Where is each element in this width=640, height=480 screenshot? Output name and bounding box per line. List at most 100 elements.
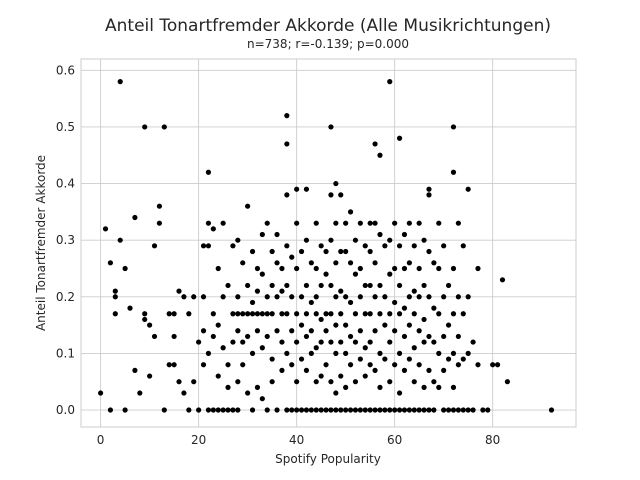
- data-point: [294, 379, 300, 385]
- data-point: [112, 288, 118, 294]
- data-point: [323, 407, 329, 413]
- data-point: [436, 265, 442, 272]
- data-point: [411, 288, 417, 294]
- data-point: [318, 407, 324, 413]
- data-point: [259, 311, 265, 317]
- data-point: [411, 311, 417, 317]
- data-point: [450, 384, 457, 390]
- data-point: [112, 294, 118, 300]
- data-point: [264, 333, 270, 340]
- data-point: [406, 407, 412, 413]
- data-point: [200, 328, 207, 334]
- y-tick-label: 0.4: [56, 177, 75, 191]
- data-point: [254, 288, 261, 294]
- data-point: [382, 243, 388, 249]
- data-point: [289, 362, 295, 368]
- data-point: [274, 260, 280, 266]
- data-point: [372, 328, 378, 334]
- data-point: [318, 243, 324, 249]
- data-point: [284, 141, 290, 147]
- data-points: [98, 79, 555, 413]
- data-point: [215, 373, 221, 379]
- data-point: [343, 407, 349, 413]
- data-point: [406, 356, 412, 362]
- data-point: [347, 333, 354, 340]
- data-point: [200, 362, 207, 368]
- data-point: [156, 203, 163, 209]
- data-point: [352, 407, 359, 413]
- data-point: [328, 237, 334, 243]
- data-point: [225, 282, 231, 289]
- data-point: [377, 350, 383, 356]
- data-point: [308, 350, 314, 356]
- data-point: [372, 220, 378, 226]
- data-point: [225, 407, 231, 413]
- data-point: [171, 333, 177, 340]
- data-point: [387, 311, 393, 317]
- data-point: [210, 311, 216, 317]
- data-point: [200, 294, 207, 300]
- data-point: [401, 333, 408, 340]
- data-point: [171, 311, 177, 317]
- data-point: [186, 407, 192, 413]
- data-point: [396, 407, 403, 413]
- data-point: [416, 407, 422, 413]
- data-point: [289, 407, 295, 413]
- data-point: [235, 328, 241, 334]
- x-tick-label: 80: [485, 433, 500, 447]
- data-point: [210, 407, 216, 413]
- data-point: [445, 282, 452, 289]
- data-point: [396, 282, 403, 289]
- data-point: [465, 407, 471, 413]
- data-point: [387, 237, 393, 243]
- data-point: [441, 243, 447, 249]
- data-point: [411, 407, 417, 413]
- data-point: [269, 311, 275, 317]
- data-point: [303, 311, 310, 317]
- data-point: [460, 356, 466, 362]
- y-tick-label: 0.2: [56, 290, 75, 304]
- data-point: [499, 277, 506, 283]
- data-point: [122, 407, 128, 413]
- data-point: [357, 356, 363, 362]
- data-point: [450, 169, 457, 175]
- data-point: [426, 294, 432, 300]
- data-point: [357, 294, 363, 300]
- data-point: [333, 220, 339, 226]
- data-point: [387, 407, 393, 413]
- data-point: [347, 407, 354, 413]
- data-point: [352, 271, 359, 277]
- x-tick-label: 20: [191, 433, 206, 447]
- data-point: [416, 265, 422, 272]
- data-point: [254, 384, 261, 390]
- data-point: [313, 379, 319, 385]
- data-point: [313, 220, 319, 226]
- data-point: [318, 373, 324, 379]
- data-point: [333, 350, 339, 356]
- data-point: [460, 407, 466, 413]
- data-point: [313, 407, 319, 413]
- data-point: [470, 339, 476, 345]
- data-point: [225, 384, 231, 390]
- data-point: [333, 322, 339, 328]
- data-point: [347, 299, 354, 306]
- data-point: [151, 333, 158, 340]
- data-point: [475, 265, 481, 272]
- data-point: [328, 339, 334, 345]
- y-axis-label: Anteil Tonartfremder Akkorde: [34, 155, 48, 331]
- data-point: [245, 311, 251, 317]
- data-point: [450, 350, 457, 356]
- data-point: [450, 407, 457, 413]
- data-point: [303, 186, 310, 192]
- data-point: [357, 220, 363, 226]
- data-point: [220, 220, 226, 226]
- data-point: [328, 311, 334, 317]
- data-point: [436, 384, 442, 390]
- data-point: [450, 265, 457, 272]
- data-point: [259, 231, 265, 238]
- y-tick-label: 0.6: [56, 63, 75, 77]
- data-point: [166, 362, 172, 368]
- x-tick-label: 60: [387, 433, 402, 447]
- data-point: [396, 350, 403, 356]
- data-point: [372, 141, 378, 147]
